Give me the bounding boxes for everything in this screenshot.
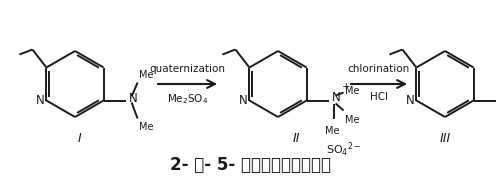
- Text: N: N: [239, 94, 248, 107]
- Text: II: II: [292, 132, 300, 146]
- Text: Me: Me: [138, 70, 153, 79]
- Text: SO$_4$$^{2-}$: SO$_4$$^{2-}$: [326, 141, 362, 159]
- Text: N: N: [332, 91, 340, 104]
- Text: +: +: [342, 82, 350, 91]
- Text: N: N: [36, 94, 45, 107]
- Text: N: N: [406, 94, 415, 107]
- Text: III: III: [440, 132, 450, 146]
- Text: 2- 氯- 5- 甲基吡啶合成新路线: 2- 氯- 5- 甲基吡啶合成新路线: [170, 156, 330, 174]
- Text: chlorination: chlorination: [348, 64, 410, 74]
- Text: I: I: [78, 132, 82, 146]
- Text: Me: Me: [344, 86, 359, 95]
- Text: quaternization: quaternization: [150, 64, 226, 74]
- Text: N: N: [128, 92, 138, 105]
- Text: HCl: HCl: [370, 92, 388, 102]
- Text: Me: Me: [344, 114, 359, 125]
- Text: Me: Me: [326, 127, 340, 137]
- Text: Me: Me: [138, 121, 153, 132]
- Text: Me$_2$SO$_4$: Me$_2$SO$_4$: [167, 92, 208, 106]
